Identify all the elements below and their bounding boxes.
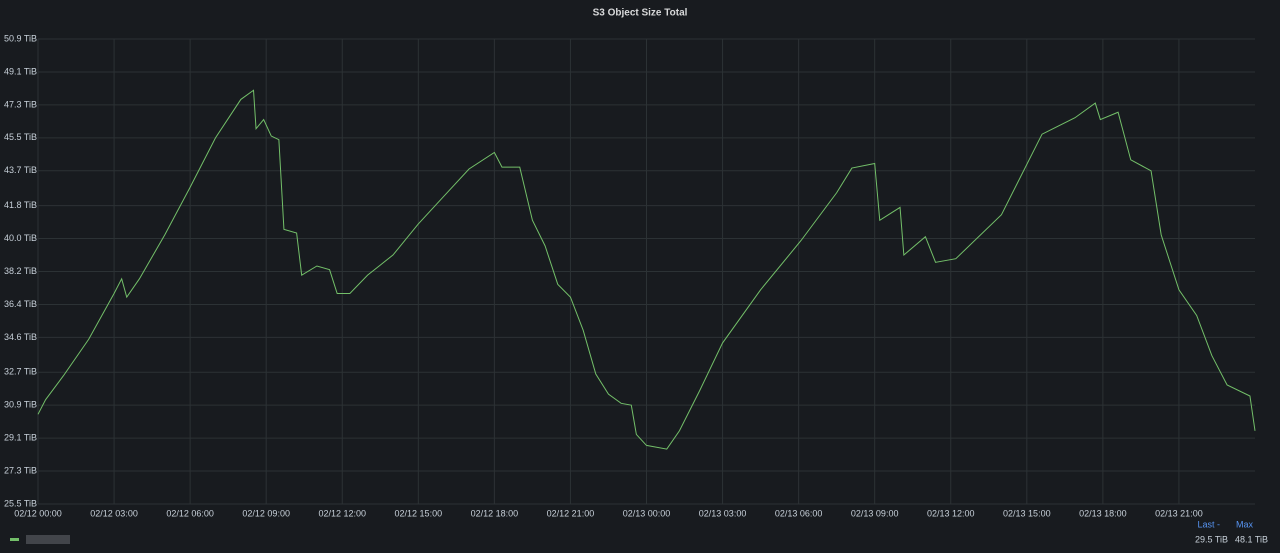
x-tick-label: 02/13 12:00 bbox=[927, 508, 975, 518]
x-tick-label: 02/12 15:00 bbox=[395, 508, 443, 518]
x-tick-label: 02/12 03:00 bbox=[90, 508, 138, 518]
panel-title: S3 Object Size Total bbox=[593, 8, 688, 19]
y-tick-label: 49.1 TiB bbox=[4, 66, 37, 76]
x-tick-label: 02/13 21:00 bbox=[1155, 508, 1203, 518]
x-tick-label: 02/13 00:00 bbox=[623, 508, 671, 518]
x-tick-label: 02/13 09:00 bbox=[851, 508, 899, 518]
y-tick-label: 29.1 TiB bbox=[4, 432, 37, 442]
x-tick-label: 02/13 15:00 bbox=[1003, 508, 1051, 518]
y-tick-label: 47.3 TiB bbox=[4, 99, 37, 109]
series-line bbox=[37, 89, 1256, 450]
x-tick-label: 02/12 09:00 bbox=[242, 508, 290, 518]
y-tick-label: 45.5 TiB bbox=[4, 132, 37, 142]
y-tick-label: 40.0 TiB bbox=[4, 233, 37, 243]
y-tick-label: 38.2 TiB bbox=[4, 266, 37, 276]
y-tick-label: 27.3 TiB bbox=[4, 465, 37, 475]
y-tick-label: 36.4 TiB bbox=[4, 299, 37, 309]
x-tick-label: 02/13 18:00 bbox=[1079, 508, 1127, 518]
y-tick-label: 43.7 TiB bbox=[4, 165, 37, 175]
legend-value: 48.1 TiB bbox=[1235, 534, 1268, 544]
x-tick-label: 02/12 18:00 bbox=[471, 508, 519, 518]
y-tick-label: 32.7 TiB bbox=[4, 367, 37, 377]
x-tick-label: 02/12 12:00 bbox=[318, 508, 366, 518]
legend-value: 29.5 TiB bbox=[1195, 534, 1228, 544]
legend-header[interactable]: Max bbox=[1236, 519, 1254, 529]
x-tick-label: 02/12 06:00 bbox=[166, 508, 214, 518]
x-tick-label: 02/13 06:00 bbox=[775, 508, 823, 518]
x-tick-label: 02/12 00:00 bbox=[14, 508, 62, 518]
legend-header[interactable]: Last - bbox=[1197, 519, 1220, 529]
y-tick-label: 34.6 TiB bbox=[4, 332, 37, 342]
x-tick-label: 02/12 21:00 bbox=[547, 508, 595, 518]
legend-swatch bbox=[10, 538, 19, 541]
legend-blurred-name bbox=[26, 535, 70, 544]
x-tick-label: 02/13 03:00 bbox=[699, 508, 747, 518]
y-tick-label: 30.9 TiB bbox=[4, 400, 37, 410]
y-tick-label: 25.5 TiB bbox=[4, 498, 37, 508]
y-tick-label: 41.8 TiB bbox=[4, 200, 37, 210]
y-tick-label: 50.9 TiB bbox=[4, 33, 37, 43]
